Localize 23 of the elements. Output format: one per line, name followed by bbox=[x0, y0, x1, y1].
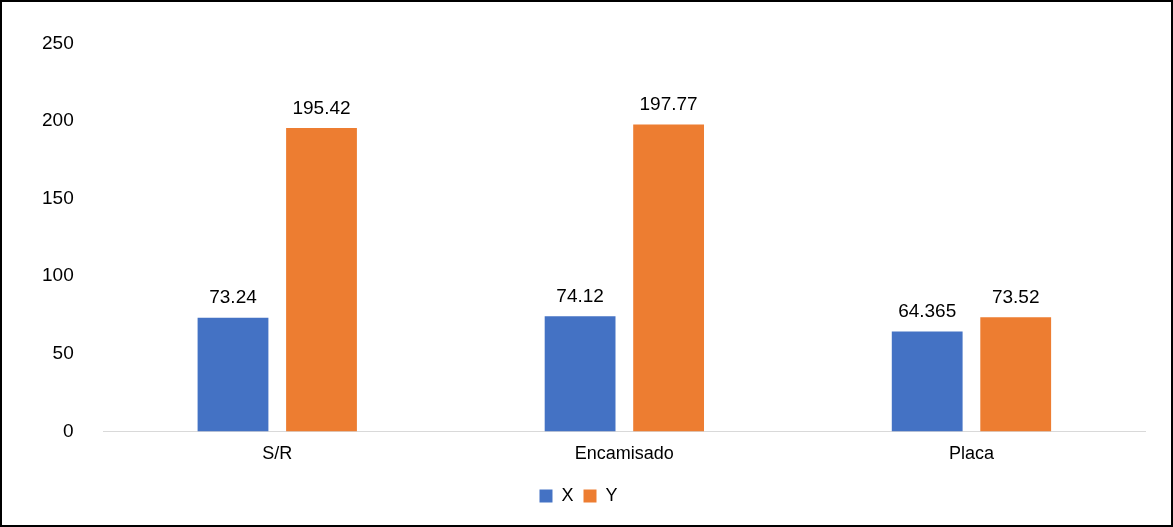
x-tick-label: S/R bbox=[262, 443, 293, 464]
data-label: 73.52 bbox=[991, 286, 1040, 308]
x-tick-label: Encamisado bbox=[574, 443, 674, 464]
bar bbox=[980, 317, 1052, 432]
legend-label: X bbox=[561, 484, 574, 505]
y-tick-label: 100 bbox=[42, 264, 74, 286]
data-label: 64.365 bbox=[898, 300, 957, 322]
y-tick-label: 150 bbox=[42, 186, 74, 208]
y-tick-label: 200 bbox=[42, 109, 74, 131]
data-label: 195.42 bbox=[292, 96, 351, 118]
data-label: 74.12 bbox=[556, 285, 604, 307]
y-tick-label: 250 bbox=[42, 31, 74, 53]
bar bbox=[633, 124, 705, 432]
bar bbox=[197, 317, 269, 432]
data-label: 73.24 bbox=[209, 286, 258, 308]
bar bbox=[286, 128, 357, 432]
bar bbox=[544, 316, 616, 432]
y-tick-label: 0 bbox=[63, 419, 74, 441]
data-label: 197.77 bbox=[639, 93, 698, 115]
x-tick-label: Placa bbox=[948, 443, 995, 464]
y-tick-label: 50 bbox=[52, 342, 74, 364]
bar bbox=[891, 331, 963, 432]
legend-label: Y bbox=[605, 484, 618, 505]
